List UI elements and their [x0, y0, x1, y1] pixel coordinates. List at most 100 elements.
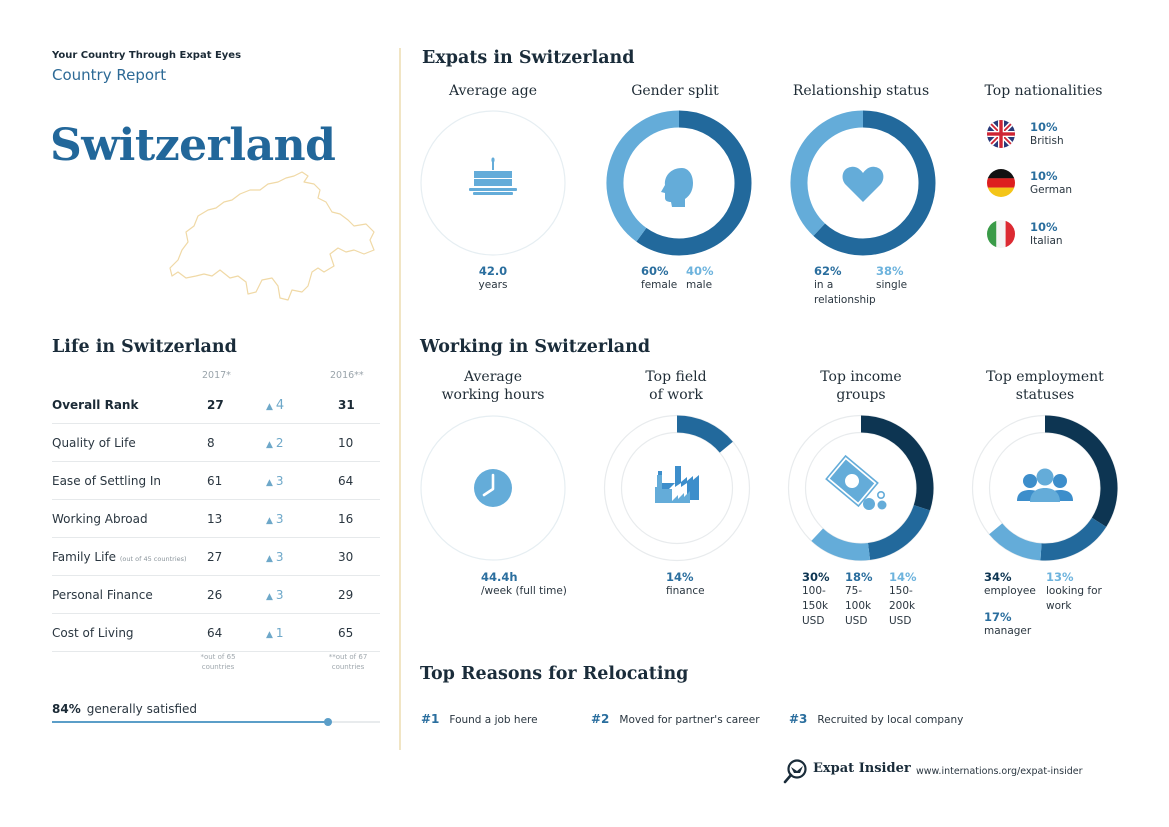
- nationality-pct: 10%: [1030, 120, 1058, 134]
- top-field-donut: [603, 414, 751, 562]
- relationship-in-stat: 62% in a relationship: [814, 264, 882, 308]
- rank-change-value: 3: [275, 474, 284, 488]
- income-stat-2: 18% 75-100k USD: [845, 570, 881, 629]
- donut-segment-income: [860, 415, 934, 511]
- rank-2016: 16: [338, 512, 354, 526]
- rank-change: ▲ 3: [266, 550, 284, 564]
- column-divider: [399, 48, 401, 750]
- ranking-label-text: Working Abroad: [52, 512, 148, 526]
- rank-change-value: 2: [275, 436, 284, 450]
- donut-segment-income: [867, 504, 930, 560]
- donut-segment-income: [811, 528, 871, 561]
- ranking-label: Family Life (out of 45 countries): [52, 550, 187, 564]
- reason-label: Moved for partner's career: [619, 714, 760, 726]
- website-link[interactable]: www.internations.org/expat-insider: [916, 766, 1083, 777]
- donut-segment-employment: [989, 523, 1042, 561]
- ranking-note: (out of 45 countries): [119, 555, 187, 563]
- employment-pct: 17%: [984, 610, 1012, 624]
- ranking-table: 2017* 2016** Overall Rank 27 ▲ 4 31 Quality o…: [52, 370, 380, 652]
- income-pct: 14%: [889, 570, 917, 584]
- average-age-heading: Average age: [448, 83, 538, 99]
- income-heading-line2: groups: [836, 387, 886, 403]
- donut-segment-male: [606, 110, 680, 242]
- report-subtitle: Country Report: [52, 66, 167, 84]
- employment-donut: [971, 414, 1119, 562]
- income-heading: Top income groups: [786, 368, 936, 404]
- employment-heading-line2: statuses: [1015, 387, 1075, 403]
- report-kicker: Your Country Through Expat Eyes: [52, 50, 242, 61]
- employment-stat-2: 17% manager: [984, 610, 1031, 639]
- income-donut: [787, 414, 935, 562]
- rank-change: ▲ 2: [266, 436, 284, 450]
- ranking-label: Overall Rank: [52, 398, 138, 412]
- nationality-pct: 10%: [1030, 169, 1058, 183]
- rank-2016: 10: [338, 436, 354, 450]
- up-arrow-icon: ▲: [266, 554, 273, 564]
- clock-icon: [474, 469, 512, 507]
- ranking-label-text: Quality of Life: [52, 436, 136, 450]
- up-arrow-icon: ▲: [266, 478, 273, 488]
- ranking-row: Personal Finance 26 ▲ 3 29: [52, 576, 380, 614]
- average-age-stat: 42.0 years: [418, 264, 568, 293]
- working-hours-stat: 44.4h /week (full time): [481, 570, 567, 599]
- ranking-row: Cost of Living 64 ▲ 1 65: [52, 614, 380, 652]
- italy-flag-icon: [987, 220, 1015, 248]
- rank-change: ▲ 3: [266, 512, 284, 526]
- ranking-label-text: Ease of Settling In: [52, 474, 162, 488]
- rank-change-value: 3: [275, 588, 284, 602]
- uk-flag-icon: [987, 120, 1015, 148]
- relationship-single-stat: 38% single: [876, 264, 907, 293]
- ranking-label-text: Family Life: [52, 550, 117, 564]
- up-arrow-icon: ▲: [266, 440, 273, 450]
- gender-female-stat: 60% female: [641, 264, 677, 293]
- rank-change: ▲ 1: [266, 626, 284, 640]
- expats-section-title: Expats in Switzerland: [422, 48, 635, 68]
- expat-insider-logo-icon: [783, 759, 807, 784]
- employment-label: manager: [984, 625, 1032, 637]
- average-age-ring: [420, 110, 566, 256]
- average-age-value: 42.0: [478, 264, 508, 278]
- rank-2016: 30: [338, 550, 354, 564]
- nationality-label: British: [1030, 135, 1064, 147]
- rank-2017: 27: [207, 550, 223, 564]
- ranking-label: Ease of Settling In: [52, 474, 161, 488]
- rank-2017: 61: [207, 474, 223, 488]
- ranking-row: Working Abroad 13 ▲ 3 16: [52, 500, 380, 538]
- donut-segment-employment: [1044, 415, 1118, 527]
- reason-rank: #1: [421, 712, 440, 726]
- reason-rank: #2: [591, 712, 610, 726]
- rank-2016: 64: [338, 474, 354, 488]
- ranking-label: Quality of Life: [52, 436, 136, 450]
- up-arrow-icon: ▲: [266, 630, 273, 640]
- reason-item: #2 Moved for partner's career: [591, 712, 760, 726]
- gender-male-stat: 40% male: [686, 264, 714, 293]
- satisfaction-text: generally satisfied: [86, 702, 198, 716]
- up-arrow-icon: ▲: [266, 592, 273, 602]
- top-field-heading-line2: of work: [649, 387, 703, 403]
- female-label: female: [641, 279, 678, 291]
- ranking-label: Working Abroad: [52, 512, 148, 526]
- heart-icon: [842, 166, 884, 202]
- cake-icon: [469, 157, 517, 195]
- brand-name: Expat Insider: [813, 761, 911, 776]
- income-label: 150-200k USD: [889, 585, 916, 627]
- rank-change-value: 4: [275, 398, 285, 413]
- ranking-label-text: Personal Finance: [52, 588, 153, 602]
- income-pct: 30%: [802, 570, 830, 584]
- donut-segment-female: [636, 110, 752, 256]
- employment-pct: 34%: [984, 570, 1012, 584]
- donut-track-inner: [620, 431, 734, 545]
- satisfaction-pct: 84%: [52, 702, 81, 716]
- rank-change: ▲ 4: [266, 398, 284, 413]
- ranking-label-text: Overall Rank: [52, 398, 139, 412]
- up-arrow-icon: ▲: [266, 516, 273, 526]
- nationalities-heading: Top nationalities: [984, 83, 1103, 99]
- rank-change-value: 3: [275, 550, 284, 564]
- single-label: single: [876, 279, 908, 291]
- rank-2016: 65: [338, 626, 354, 640]
- top-field-value: 14%: [666, 570, 694, 584]
- nationality-label: Italian: [1030, 235, 1063, 247]
- single-pct: 38%: [876, 264, 904, 278]
- rank-change-value: 1: [275, 626, 284, 640]
- country-title: Switzerland: [50, 120, 336, 171]
